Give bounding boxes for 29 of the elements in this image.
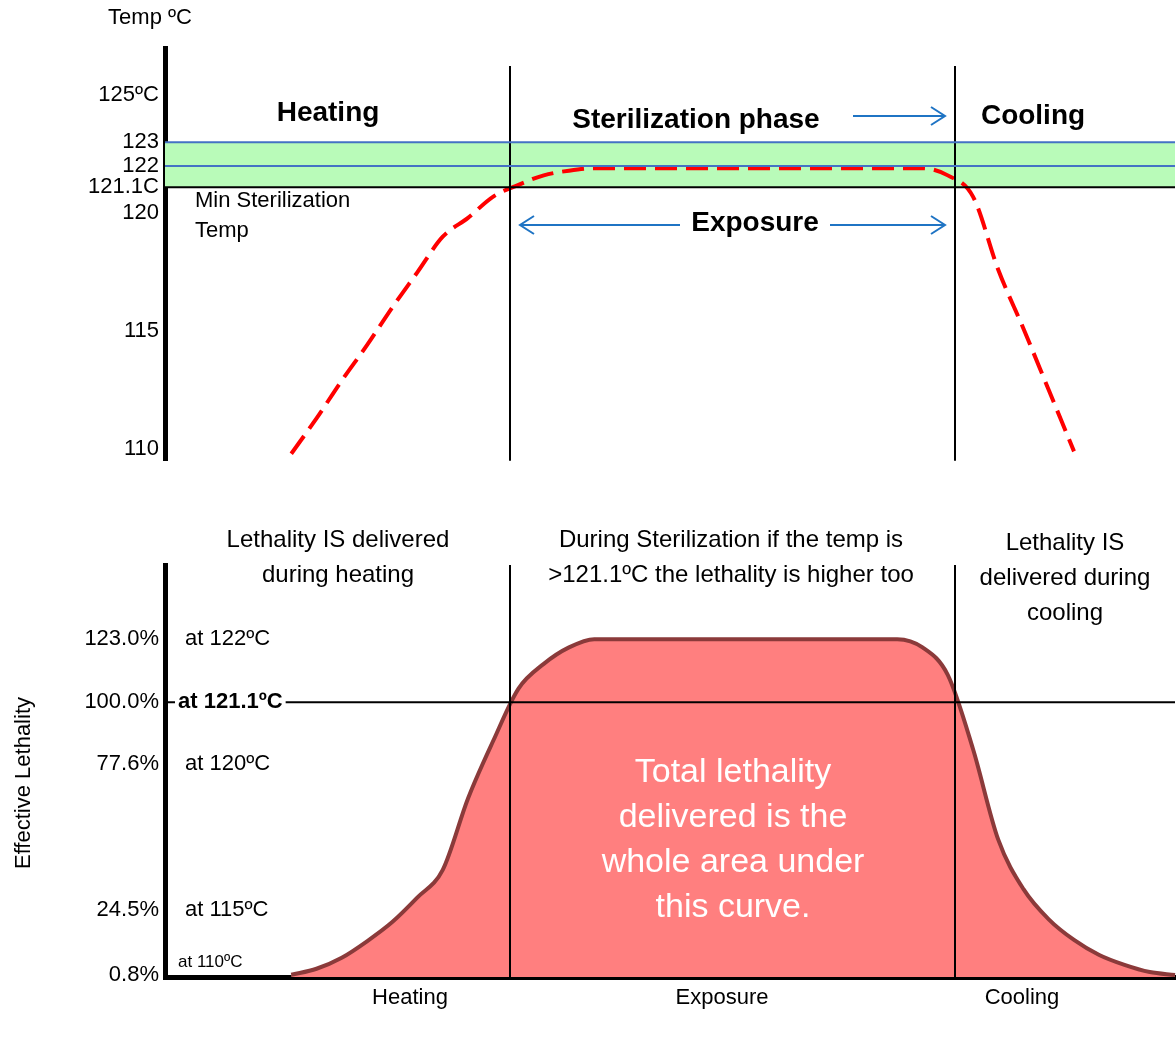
y-tick-label: 115	[123, 317, 159, 343]
annotation: Sterilization phase	[572, 102, 820, 134]
y-tick-label: 125ºC	[98, 81, 160, 107]
y-tick-label: 24.5%	[96, 895, 159, 921]
annotation: at 120ºC	[185, 750, 271, 776]
text: Cooling	[984, 984, 1060, 1010]
ref-line-label: Min Sterilization Temp	[195, 187, 351, 243]
annotation: Cooling	[980, 98, 1086, 130]
y-axis-title: Temp ºC	[108, 4, 193, 30]
y-tick-label: 123	[122, 128, 159, 154]
annotation: Heating	[276, 95, 380, 127]
annotation: Lethality IS delivered during cooling	[979, 527, 1151, 625]
annotation: During Sterilization if the temp is >121.1ºC the lethality is higher too	[548, 524, 914, 587]
y-axis-title: Effective Lethality	[10, 696, 36, 870]
text: Exposure	[675, 984, 769, 1010]
y-tick-label: 120	[122, 199, 159, 225]
y-tick-label: 100.0%	[84, 688, 159, 714]
annotation: Total lethality delivered is the whole area under this curve.	[600, 751, 865, 925]
annotation: at 115ºC	[185, 896, 269, 922]
y-tick-label: 123.0%	[84, 625, 159, 651]
annotation: at 121.1ºC	[178, 688, 283, 714]
annotation: at 110ºC	[178, 951, 243, 971]
y-tick-label: 77.6%	[96, 749, 159, 775]
text: Heating	[372, 984, 448, 1010]
annotation: at 122ºC	[185, 625, 271, 651]
y-tick-label: 0.8%	[108, 960, 159, 986]
annotation: Lethality IS delivered during heating	[226, 524, 450, 587]
y-tick-label: 110	[123, 435, 159, 461]
annotation: Exposure	[691, 205, 819, 237]
